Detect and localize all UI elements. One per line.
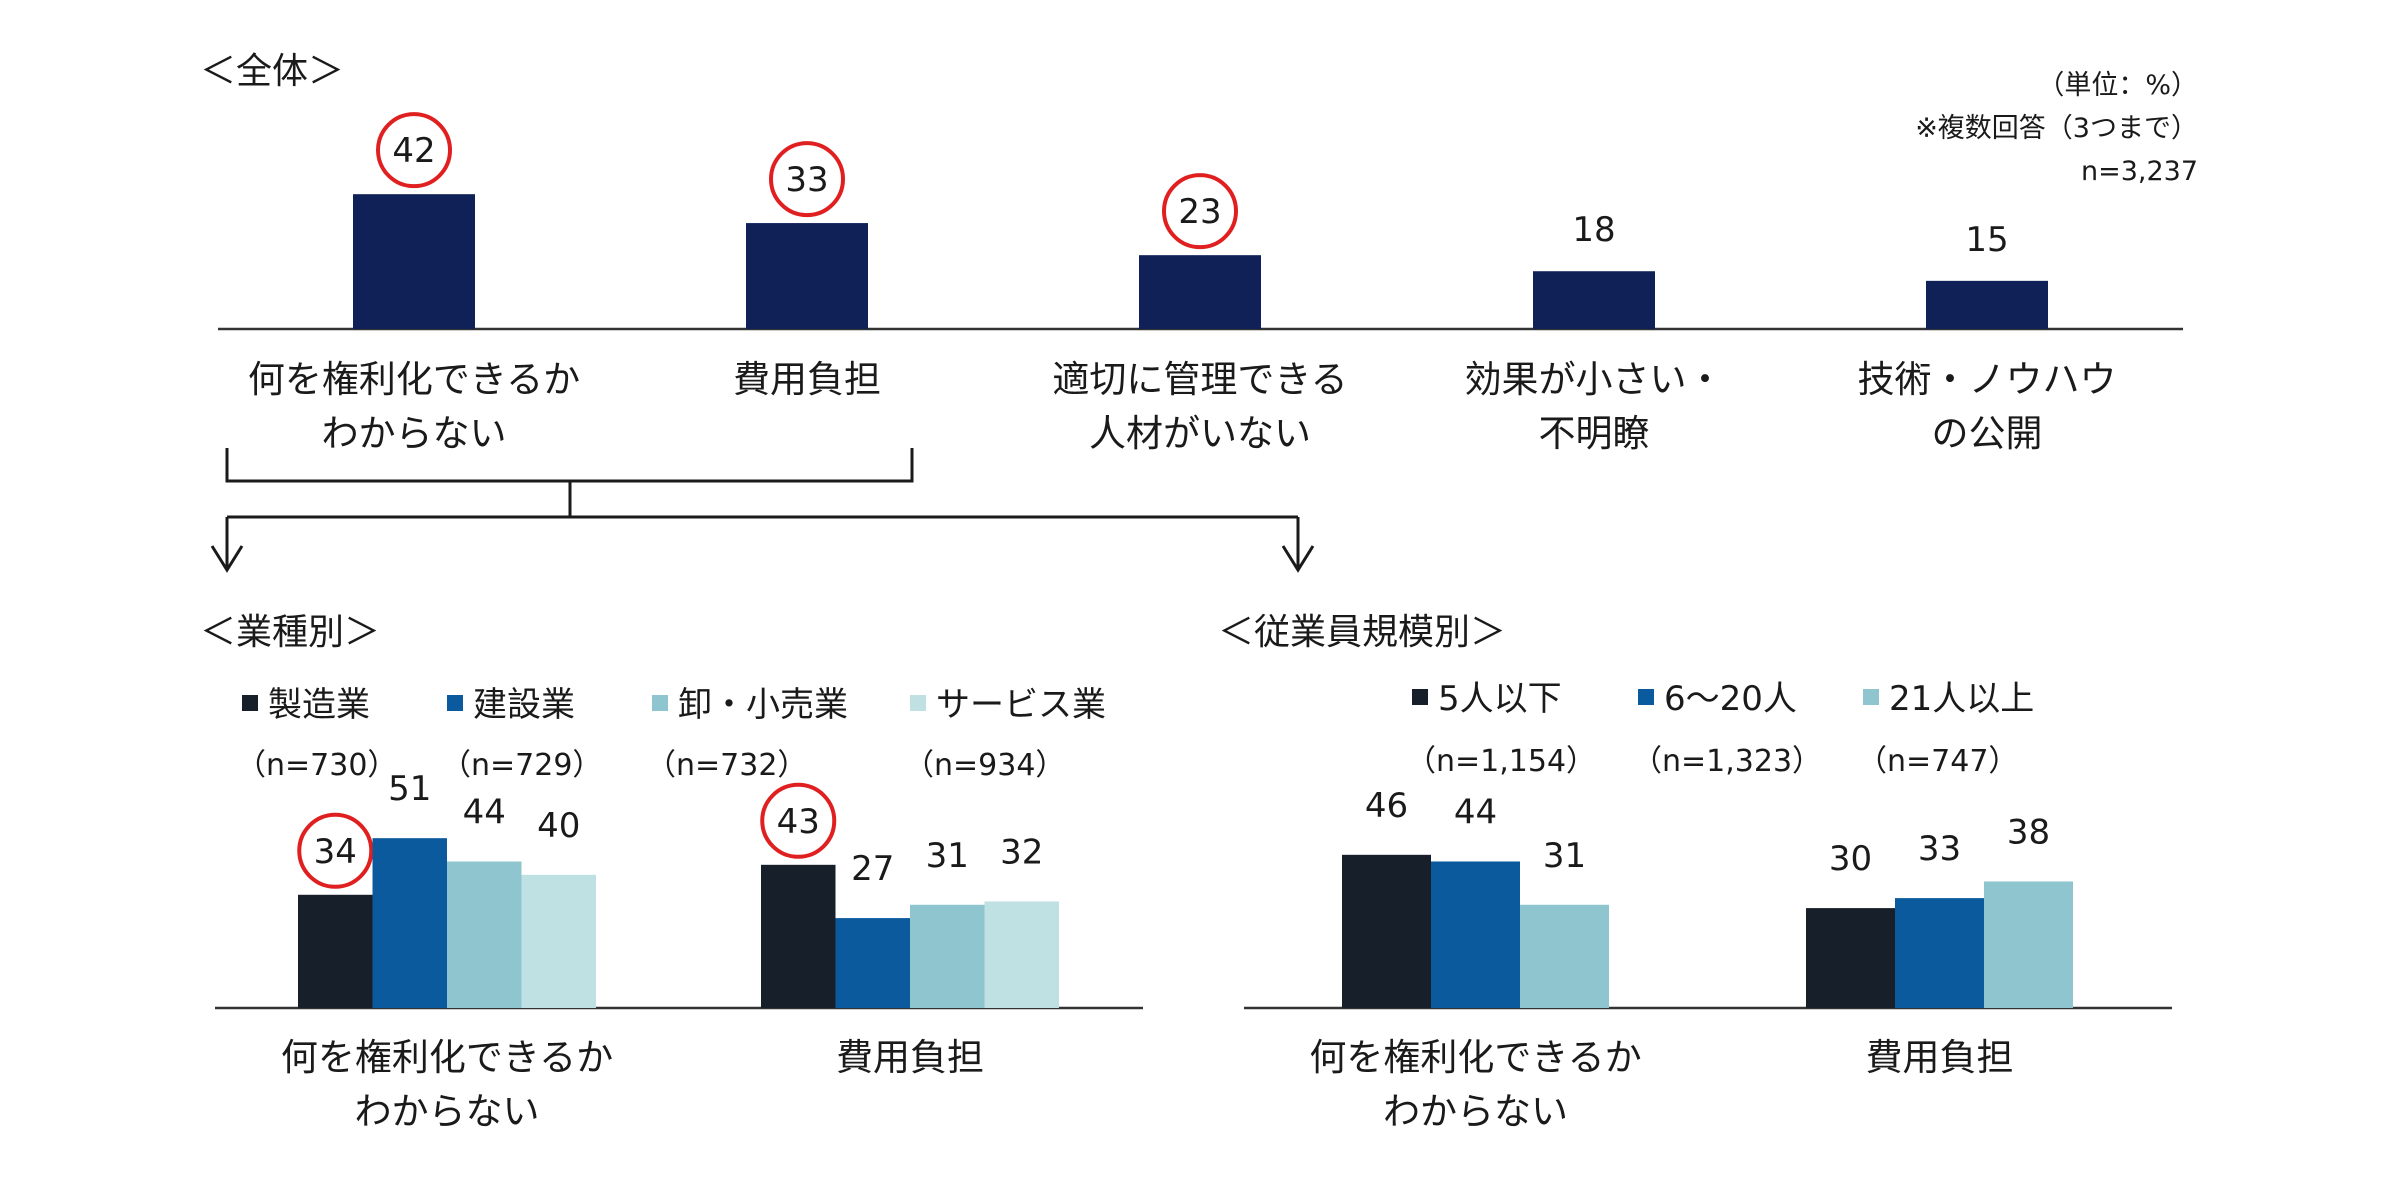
highlight-circle: [769, 141, 845, 218]
highlight-circle: [376, 112, 452, 189]
category-label: 何を権利化できるか: [1309, 1036, 1641, 1079]
overall-chart: ＜全体＞ （単位：%） ※複数回答（3つまで） n=3,237 42 何を権利化で…: [200, 51, 2198, 455]
company-size-chart: ＜従業員規模別＞ 5人以下 （n=1,154） 6～20人 （n=1,323） 21人以…: [1218, 612, 2172, 1133]
multiple-answer-note: ※複数回答（3つまで）: [1915, 113, 2198, 144]
legend-sample-size: （n=730）: [236, 748, 397, 783]
bar: [298, 894, 373, 1008]
legend-label: 卸・小売業: [678, 685, 848, 725]
overall-bar: [1926, 280, 2048, 329]
overall-category-label: 人材がいない: [1089, 412, 1311, 455]
bar: [521, 874, 596, 1008]
overall-section-title: ＜全体＞: [200, 51, 344, 92]
overall-value-label: 23: [1178, 192, 1221, 232]
legend-swatch: [910, 695, 926, 711]
industry-legend: 製造業 （n=730） 建設業 （n=729） 卸・小売業 （n=732） サービス業 （n=…: [236, 685, 1106, 783]
legend-swatch: [652, 695, 668, 711]
bar-value-label: 32: [1000, 832, 1043, 872]
legend-swatch: [242, 695, 258, 711]
highlight-circle: [760, 782, 837, 859]
bar-value-label: 31: [1543, 836, 1586, 876]
bar: [1895, 898, 1984, 1008]
overall-value-label: 42: [392, 131, 435, 171]
bar: [761, 864, 836, 1008]
bar: [1984, 881, 2073, 1008]
legend-label: 6～20人: [1664, 679, 1797, 719]
highlight-circle: [1162, 173, 1238, 250]
arrow-right-head: [1281, 545, 1315, 573]
legend-label: 建設業: [473, 685, 575, 725]
bar: [984, 901, 1059, 1008]
legend-sample-size: （n=1,323）: [1632, 744, 1822, 779]
bar: [1431, 861, 1520, 1008]
industry-section-title: ＜業種別＞: [200, 612, 380, 653]
category-label: 何を権利化できるか: [281, 1036, 613, 1079]
category-label: わからない: [355, 1090, 540, 1133]
bar: [447, 861, 522, 1008]
unit-note: （単位：%）: [2037, 70, 2198, 101]
legend-label: 製造業: [268, 685, 370, 725]
size-legend: 5人以下 （n=1,154） 6～20人 （n=1,323） 21人以上 （n=747）: [1406, 679, 2034, 779]
bar: [910, 904, 985, 1008]
legend-sample-size: （n=934）: [904, 748, 1065, 783]
bar: [1806, 908, 1895, 1008]
overall-category-label: 費用負担: [733, 358, 881, 401]
bar-value-label: 43: [777, 802, 820, 842]
highlight-circle: [297, 812, 374, 889]
overall-category-label: 何を権利化できるか: [248, 358, 580, 401]
bar-value-label: 30: [1829, 839, 1872, 879]
connector-bracket: [210, 448, 1315, 573]
overall-category-label: わからない: [322, 412, 507, 455]
legend-sample-size: （n=747）: [1857, 744, 2018, 779]
legend-swatch: [1412, 689, 1428, 705]
overall-bar: [1139, 255, 1261, 329]
bar-value-label: 38: [2007, 812, 2050, 852]
bar-value-label: 44: [1454, 792, 1497, 832]
overall-value-label: 15: [1965, 220, 2008, 260]
legend-label: 5人以下: [1438, 679, 1562, 719]
bar: [372, 838, 447, 1008]
bar-value-label: 51: [388, 769, 431, 809]
legend-swatch: [1638, 689, 1654, 705]
legend-swatch: [1863, 689, 1879, 705]
category-label: 費用負担: [1866, 1036, 2014, 1079]
overall-bar: [746, 223, 868, 329]
category-label: わからない: [1383, 1090, 1568, 1133]
overall-category-label: 不明瞭: [1539, 412, 1650, 455]
overall-category-label: 効果が小さい・: [1465, 358, 1724, 401]
size-section-title: ＜従業員規模別＞: [1218, 612, 1506, 653]
arrow-left-head: [210, 545, 244, 573]
bar: [835, 918, 910, 1008]
legend-sample-size: （n=1,154）: [1406, 744, 1596, 779]
sample-size-note: n=3,237: [2081, 156, 2198, 187]
industry-chart: ＜業種別＞ 製造業 （n=730） 建設業 （n=729） 卸・小売業 （n=732） サー…: [200, 612, 1143, 1133]
bar-value-label: 44: [463, 792, 506, 832]
bar: [1342, 854, 1431, 1008]
legend-label: 21人以上: [1889, 679, 2034, 719]
overall-bar: [1533, 271, 1655, 329]
bar-value-label: 34: [314, 832, 357, 872]
legend-sample-size: （n=729）: [441, 748, 602, 783]
bar: [1520, 904, 1609, 1008]
bar-value-label: 31: [926, 836, 969, 876]
legend-swatch: [447, 695, 463, 711]
overall-value-label: 18: [1572, 210, 1615, 250]
overall-category-label: 技術・ノウハウ: [1858, 358, 2117, 401]
category-label: 費用負担: [836, 1036, 984, 1079]
legend-label: サービス業: [936, 685, 1106, 725]
bar-value-label: 40: [537, 806, 580, 846]
bar-value-label: 27: [851, 849, 894, 889]
overall-value-label: 33: [785, 160, 828, 200]
overall-category-label: 適切に管理できる: [1052, 358, 1347, 401]
overall-bar: [353, 194, 475, 329]
bar-value-label: 46: [1365, 786, 1408, 826]
bar-value-label: 33: [1918, 829, 1961, 869]
legend-sample-size: （n=732）: [646, 748, 807, 783]
overall-category-label: の公開: [1932, 412, 2043, 455]
